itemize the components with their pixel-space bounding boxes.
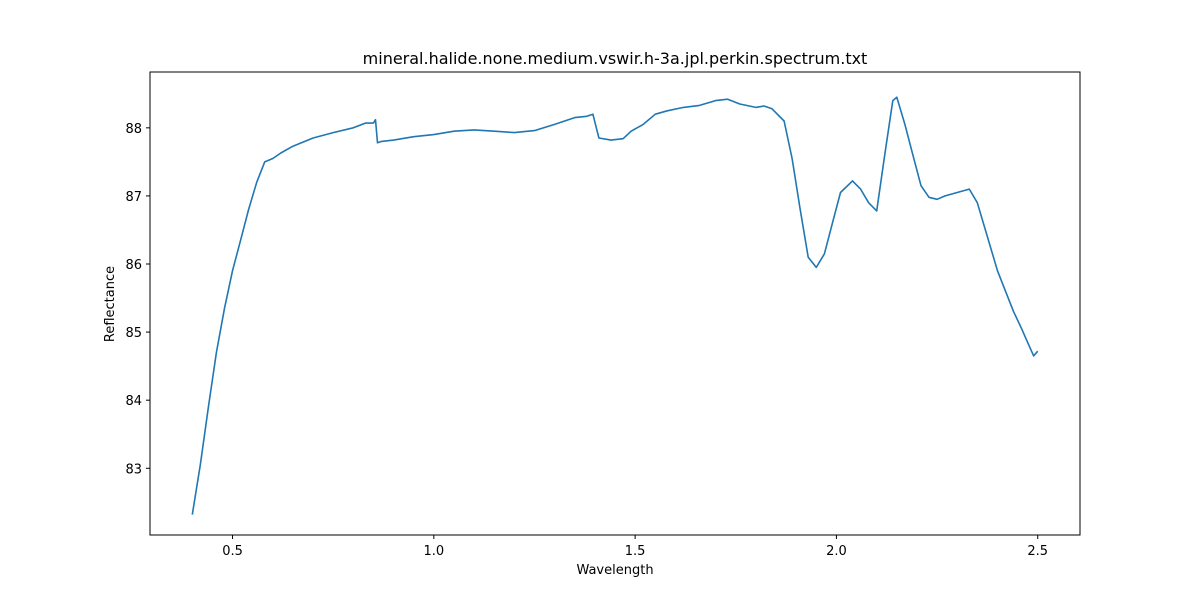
y-tick-label: 88: [125, 122, 142, 137]
chart-title: mineral.halide.none.medium.vswir.h-3a.jp…: [363, 49, 868, 68]
y-tick-label: 87: [125, 190, 142, 205]
plot-area: [191, 96, 1039, 515]
x-tick-label: 0.5: [222, 544, 243, 559]
x-tick-label: 2.0: [826, 544, 847, 559]
plot-frame: [149, 71, 1081, 536]
series-line: [191, 96, 1039, 515]
y-tick-label: 86: [125, 258, 142, 273]
y-tick-label: 85: [125, 326, 142, 341]
y-tick-label: 83: [125, 462, 142, 477]
x-tick-label: 1.5: [625, 544, 646, 559]
x-tick-label: 2.5: [1027, 544, 1048, 559]
x-tick-label: 1.0: [423, 544, 444, 559]
x-axis-ticks: 0.5 1.0 1.5 2.0 2.5: [222, 535, 1048, 559]
x-axis-label: Wavelength: [576, 563, 653, 578]
y-tick-label: 84: [125, 394, 142, 409]
y-axis-label: Reflectance: [103, 266, 118, 342]
y-axis-ticks: 83 84 85 86 87 88: [125, 122, 150, 477]
